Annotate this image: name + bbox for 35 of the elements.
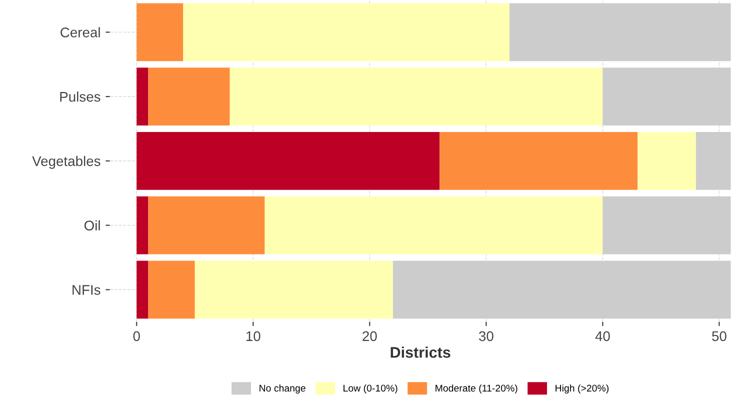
bar xyxy=(183,3,510,62)
x-axis-title: Districts xyxy=(390,346,450,358)
bar xyxy=(264,196,603,254)
bar xyxy=(392,260,731,319)
x-tick-label: 0 xyxy=(133,331,140,342)
x-tick-label: 20 xyxy=(362,331,377,342)
bar xyxy=(230,68,603,126)
y-tick-label: Cereal xyxy=(60,27,100,38)
y-tick-label: Oil xyxy=(84,220,100,230)
bar xyxy=(136,132,440,190)
x-tick-label: 50 xyxy=(712,331,726,342)
bar xyxy=(602,68,731,126)
bar xyxy=(136,68,148,126)
y-tick-label: NFIs xyxy=(72,285,100,295)
bar xyxy=(194,260,393,319)
bar xyxy=(136,260,148,319)
legend-label: No change xyxy=(260,384,306,394)
bar xyxy=(440,132,638,190)
bar xyxy=(602,196,731,254)
y-tick-label: Vegetables xyxy=(32,156,100,169)
bar xyxy=(136,3,184,62)
bar xyxy=(148,196,265,254)
y-tick-label: Pulses xyxy=(60,92,100,102)
x-tick-label: 40 xyxy=(595,331,610,342)
bar xyxy=(148,68,230,126)
bar xyxy=(696,132,731,190)
x-tick-label: 30 xyxy=(478,331,494,342)
bar xyxy=(148,260,195,319)
bar xyxy=(638,132,696,190)
x-tick-label: 10 xyxy=(246,331,260,342)
legend-label: High (>20%) xyxy=(556,384,609,394)
bar xyxy=(136,196,148,254)
legend-label: Moderate (11-20%) xyxy=(436,384,518,394)
legend-label: Low (0-10%) xyxy=(344,384,398,394)
bar xyxy=(509,3,731,62)
